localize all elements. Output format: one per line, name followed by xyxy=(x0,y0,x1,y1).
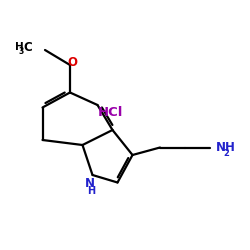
Text: C: C xyxy=(24,41,32,54)
Text: NH: NH xyxy=(216,141,236,154)
Text: O: O xyxy=(68,56,78,69)
Text: HCl: HCl xyxy=(97,106,123,119)
Text: H: H xyxy=(87,186,95,196)
Text: 3: 3 xyxy=(18,48,24,56)
Text: 2: 2 xyxy=(224,148,230,158)
Text: N: N xyxy=(85,177,95,190)
Text: H: H xyxy=(15,42,24,52)
